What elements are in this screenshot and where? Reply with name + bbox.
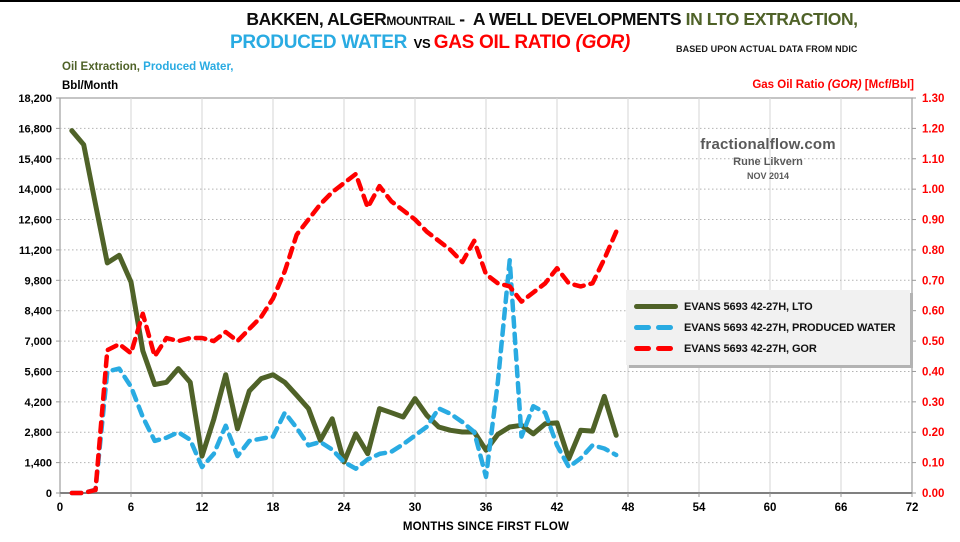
data-source-note: BASED UPON ACTUAL DATA FROM NDIC <box>676 44 858 54</box>
y-left-tick-label: 4,200 <box>24 397 52 409</box>
watermark-author: Rune Likvern <box>733 156 803 168</box>
legend: EVANS 5693 42-27H, LTO EVANS 5693 42-27H… <box>626 290 910 365</box>
x-tick-label: 30 <box>409 502 422 514</box>
y-left-tick-label: 15,400 <box>18 154 52 166</box>
x-tick-label: 66 <box>835 502 848 514</box>
y-left-tick-label: 16,800 <box>18 123 52 135</box>
legend-marker-gor-dash <box>634 346 678 351</box>
water-dash-sample <box>634 325 651 330</box>
y-right-tick-label: 0.40 <box>922 366 944 378</box>
x-tick-label: 18 <box>267 502 280 514</box>
y-right-tick-label: 0.20 <box>922 427 944 439</box>
watermark-site: fractionalflow.com <box>700 136 836 153</box>
y-left-tick-label: 0 <box>46 488 52 500</box>
y-left-tick-label: 8,400 <box>24 306 52 318</box>
right-axis-title: Gas Oil Ratio (GOR) [Mcf/Bbl] <box>752 79 914 91</box>
title-developments: - A WELL DEVELOPMENTS <box>454 9 686 29</box>
legend-item-gor: EVANS 5693 42-27H, GOR <box>634 338 906 359</box>
lto-line-sample <box>634 304 678 309</box>
x-tick-label: 24 <box>338 502 351 514</box>
y-left-tick-label: 11,200 <box>19 245 52 257</box>
left-axis-oil-label: Oil Extraction, <box>62 61 140 73</box>
y-right-tick-label: 0.60 <box>922 306 944 318</box>
y-left-tick-label: 9,800 <box>24 275 52 287</box>
watermark: fractionalflow.com Rune Likvern NOV 2014 <box>640 136 896 181</box>
y-right-tick-label: 1.10 <box>922 154 944 166</box>
x-tick-label: 48 <box>622 502 635 514</box>
y-right-tick-label: 0.90 <box>922 215 944 227</box>
left-axis-title-line1: Oil Extraction, Produced Water, <box>62 58 233 77</box>
y-right-tick-label: 0.30 <box>922 397 944 409</box>
x-axis-title: MONTHS SINCE FIRST FLOW <box>402 521 570 533</box>
title-lto-extraction: IN LTO EXTRACTION, <box>685 9 858 29</box>
series-line-2 <box>69 171 619 496</box>
y-left-tick-label: 14,000 <box>18 184 52 196</box>
legend-label-gor: EVANS 5693 42-27H, GOR <box>684 342 817 355</box>
right-axis-gor-label: Gas Oil Ratio <box>752 79 828 91</box>
y-right-tick-label: 0.80 <box>922 245 944 257</box>
series-line-1 <box>69 258 619 496</box>
y-left-tick-label: 2,800 <box>24 427 52 439</box>
title-vs: VS <box>407 36 434 51</box>
y-right-tick-label: 1.20 <box>922 123 944 135</box>
y-left-tick-label: 7,000 <box>24 336 52 348</box>
watermark-date: NOV 2014 <box>746 171 790 181</box>
left-axis-title: Oil Extraction, Produced Water, Bbl/Mont… <box>62 58 233 96</box>
legend-marker-water-dash <box>634 325 678 330</box>
legend-marker-lto-line <box>634 304 678 309</box>
y-left-tick-label: 1,400 <box>24 458 52 470</box>
y-right-tick-label: 0.70 <box>922 275 944 287</box>
x-tick-label: 60 <box>764 502 777 514</box>
legend-label-lto: EVANS 5693 42-27H, LTO <box>684 300 813 313</box>
chart-title-line1: BAKKEN, ALGERMOUNTRAIL - A WELL DEVELOPM… <box>148 9 956 30</box>
x-tick-label: 42 <box>551 502 564 514</box>
y-left-tick-label: 12,600 <box>18 215 52 227</box>
y-right-tick-label: 1.30 <box>922 93 944 105</box>
y-left-tick-label: 5,600 <box>24 366 52 378</box>
gor-dash-sample-2 <box>656 346 673 351</box>
left-axis-water-label: Produced Water, <box>139 61 234 73</box>
y-right-tick-label: 1.00 <box>922 184 944 196</box>
y-right-tick-label: 0.50 <box>922 336 944 348</box>
x-tick-label: 54 <box>693 502 706 514</box>
gor-dash-sample <box>634 346 651 351</box>
y-left-tick-label: 18,200 <box>18 93 52 105</box>
x-tick-label: 0 <box>57 502 63 514</box>
legend-item-lto: EVANS 5693 42-27H, LTO <box>634 296 906 317</box>
x-tick-label: 12 <box>196 502 209 514</box>
water-dash-sample-2 <box>656 325 673 330</box>
title-gas-oil-ratio: GAS OIL RATIO <box>433 32 576 53</box>
legend-label-produced-water: EVANS 5693 42-27H, PRODUCED WATER <box>684 321 896 334</box>
x-tick-label: 6 <box>128 502 134 514</box>
right-axis-unit: [Mcf/Bbl] <box>861 79 914 91</box>
chart-title-line2: PRODUCED WATER VS GAS OIL RATIO (GOR) <box>180 32 680 54</box>
legend-item-produced-water: EVANS 5693 42-27H, PRODUCED WATER <box>634 317 906 338</box>
title-gor-paren: (GOR) <box>575 32 631 53</box>
left-axis-unit: Bbl/Month <box>62 80 119 92</box>
y-right-tick-label: 0.10 <box>922 458 944 470</box>
y-right-tick-label: 0.00 <box>922 488 944 500</box>
right-axis-gor-paren: (GOR) <box>827 79 862 91</box>
x-tick-label: 36 <box>480 502 493 514</box>
title-county: MOUNTRAIL <box>386 14 455 28</box>
x-tick-label: 72 <box>906 502 919 514</box>
title-produced-water: PRODUCED WATER <box>230 32 408 53</box>
title-bakken: BAKKEN, ALGER <box>246 9 387 29</box>
